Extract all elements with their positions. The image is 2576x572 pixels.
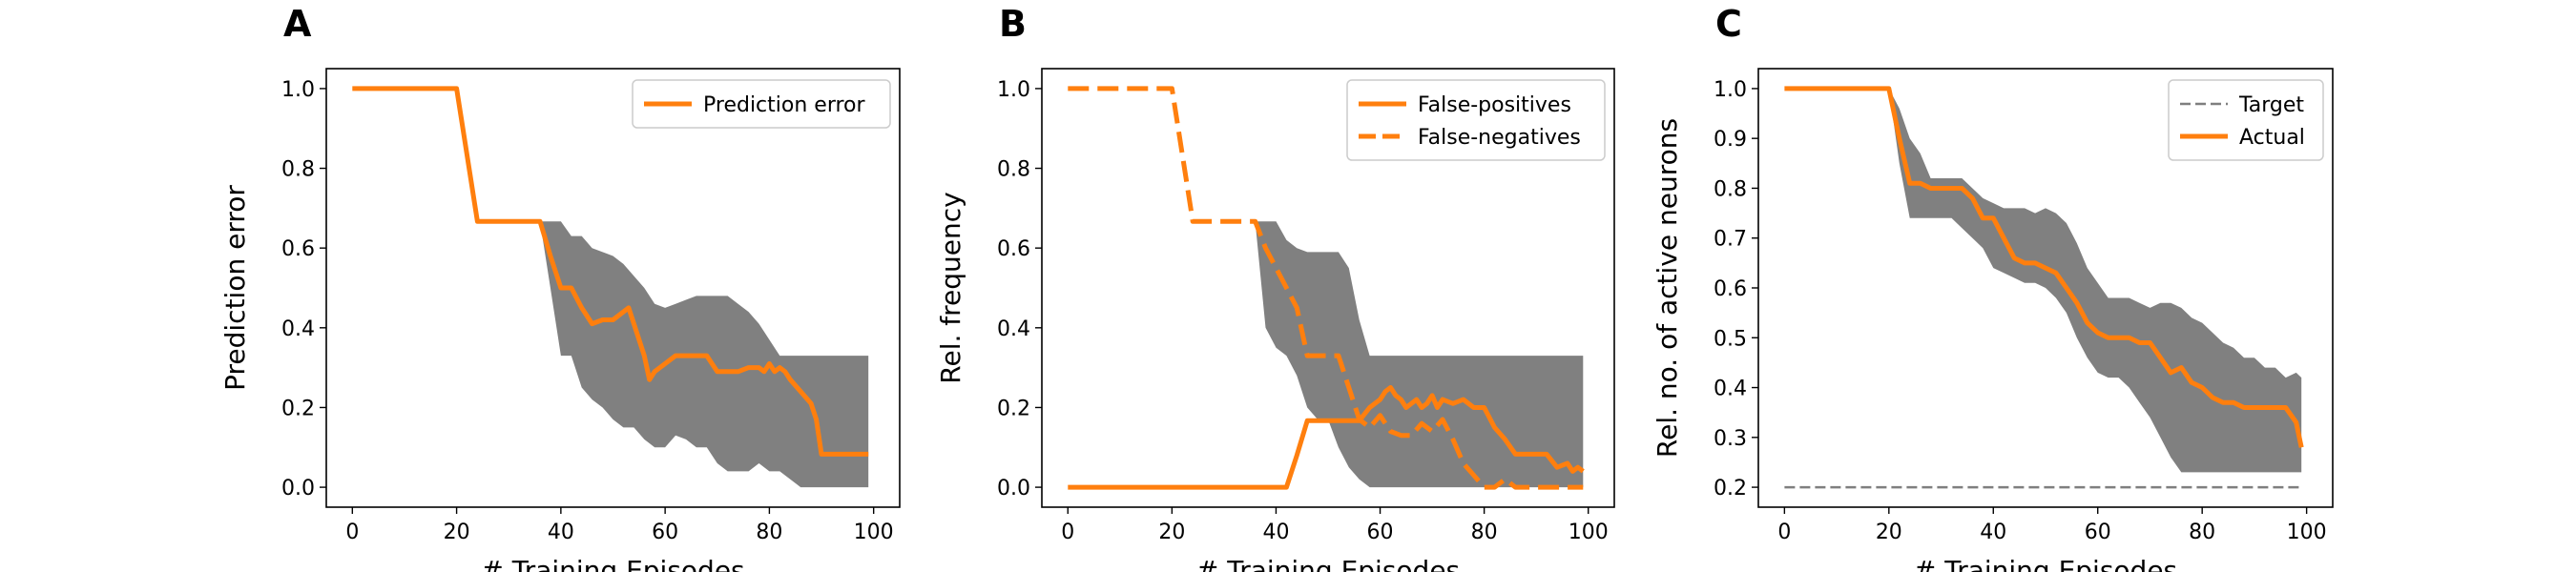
y-tick-label: 0.2 <box>1714 477 1747 500</box>
legend-label: False-negatives <box>1418 126 1581 150</box>
y-tick-label: 0.4 <box>281 317 315 341</box>
legend-box <box>632 79 891 129</box>
x-tick-label: 20 <box>1158 521 1185 544</box>
x-tick-label: 100 <box>2287 521 2327 544</box>
x-tick-label: 0 <box>1061 521 1074 544</box>
legend-box <box>2168 79 2324 161</box>
series-line-prediction-error <box>352 86 869 457</box>
y-tick-label: 0.7 <box>1714 228 1747 252</box>
x-tick-label: 100 <box>854 521 894 544</box>
x-tick-label: 0 <box>345 521 359 544</box>
legend: Prediction error <box>632 79 891 129</box>
x-tick-label: 40 <box>1262 521 1289 544</box>
legend-box <box>1346 79 1606 161</box>
x-tick-label: 80 <box>756 521 782 544</box>
y-tick-label: 0.8 <box>1714 177 1747 201</box>
y-tick-label: 0.2 <box>997 397 1030 420</box>
y-axis-label: Prediction error <box>219 185 251 391</box>
x-tick-label: 40 <box>548 521 574 544</box>
panel-letter: C <box>1715 3 1742 45</box>
legend-label: False-positives <box>1418 93 1571 117</box>
y-axis-label: Rel. frequency <box>935 192 966 383</box>
x-tick-label: 60 <box>652 521 678 544</box>
x-tick-label: 80 <box>2189 521 2215 544</box>
x-tick-label: 100 <box>1568 521 1609 544</box>
x-tick-label: 40 <box>1980 521 2006 544</box>
x-axis-label: # Training Episodes <box>481 555 744 572</box>
variability-band <box>1255 221 1584 488</box>
x-tick-label: 80 <box>1471 521 1498 544</box>
panel-letter: A <box>283 3 312 45</box>
y-tick-label: 1.0 <box>281 78 315 102</box>
y-tick-label: 0.5 <box>1714 327 1747 351</box>
series-line-false-positives <box>1068 385 1585 490</box>
y-tick-label: 1.0 <box>997 78 1030 102</box>
x-tick-label: 20 <box>444 521 470 544</box>
plot-frame <box>1041 68 1615 508</box>
y-tick-label: 0.4 <box>997 317 1030 341</box>
x-tick-label: 60 <box>1367 521 1394 544</box>
variability-band <box>1888 88 2302 473</box>
legend: Target Actual <box>2168 79 2324 161</box>
y-tick-label: 0.6 <box>997 237 1030 261</box>
y-axis-label: Rel. no. of active neurons <box>1652 118 1683 458</box>
x-tick-label: 60 <box>2085 521 2111 544</box>
y-tick-label: 0.8 <box>997 158 1030 182</box>
legend-label: Target <box>2238 93 2304 117</box>
y-tick-label: 0.2 <box>281 397 315 420</box>
y-tick-label: 0.0 <box>997 477 1030 500</box>
legend-label: Actual <box>2239 126 2305 150</box>
y-tick-label: 0.6 <box>1714 277 1747 301</box>
series-line-actual <box>1784 86 2304 448</box>
panel-a: 0 20 40 60 80 100 0.0 0.2 0.4 0.6 0.8 1.0 # Training… <box>219 3 901 572</box>
y-tick-label: 0.6 <box>281 237 315 261</box>
y-tick-label: 0.9 <box>1714 128 1747 152</box>
x-axis-label: # Training Episodes <box>1914 555 2177 572</box>
plot-frame <box>325 68 901 508</box>
x-tick-label: 20 <box>1876 521 1902 544</box>
panel-b: 0 20 40 60 80 100 0.0 0.2 0.4 0.6 0.8 1.0 # Training… <box>935 3 1615 572</box>
panel-c: 0 20 40 60 80 100 0.2 0.3 0.4 0.5 0.6 0.7 0.8 0.9 1.0 #… <box>1652 3 2334 572</box>
x-axis-label: # Training Episodes <box>1196 555 1460 572</box>
y-tick-label: 0.4 <box>1714 378 1747 401</box>
x-tick-label: 0 <box>1777 521 1791 544</box>
y-tick-label: 0.8 <box>281 158 315 182</box>
y-tick-label: 1.0 <box>1714 78 1747 102</box>
series-line-false-negatives <box>1068 86 1584 490</box>
panel-letter: B <box>999 3 1027 45</box>
legend-label: Prediction error <box>703 93 865 117</box>
y-tick-label: 0.3 <box>1714 427 1747 451</box>
y-tick-label: 0.0 <box>281 477 315 500</box>
legend: False-positives False-negatives <box>1346 79 1606 161</box>
